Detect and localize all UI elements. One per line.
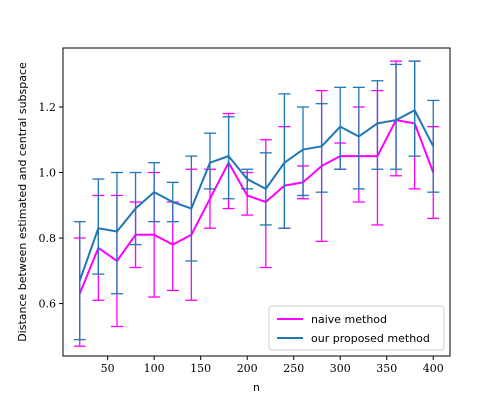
x-axis: 50 100 150 200 250 300 350 400 <box>101 356 444 375</box>
series-line-proposed <box>78 109 435 281</box>
legend: naive method our proposed method <box>268 305 445 351</box>
y-axis-label: Distance between estimated and central s… <box>16 62 29 342</box>
x-tick-label-350: 350 <box>376 362 397 375</box>
series-line-naive <box>78 119 435 295</box>
x-tick-label-250: 250 <box>283 362 304 375</box>
y-axis: 0.6 0.8 1.0 1.2 <box>39 101 63 311</box>
legend-label-proposed-method: our proposed method <box>311 332 430 345</box>
x-tick-label-50: 50 <box>101 362 115 375</box>
y-tick-label-0.6: 0.6 <box>39 298 57 311</box>
x-tick-label-300: 300 <box>330 362 351 375</box>
series-proposed <box>73 60 440 341</box>
x-tick-label-100: 100 <box>144 362 165 375</box>
x-tick-label-400: 400 <box>423 362 444 375</box>
axes-frame <box>62 47 451 357</box>
x-tick-label-150: 150 <box>190 362 211 375</box>
y-tick-label-1.2: 1.2 <box>39 101 57 114</box>
series-naive <box>73 60 440 347</box>
plot-marks <box>73 60 440 347</box>
x-axis-label: n <box>253 381 260 394</box>
x-tick-label-200: 200 <box>237 362 258 375</box>
legend-box <box>268 305 445 351</box>
y-tick-label-0.8: 0.8 <box>39 232 57 245</box>
y-tick-label-1: 1.0 <box>39 167 57 180</box>
legend-label-naive-method: naive method <box>311 313 387 326</box>
